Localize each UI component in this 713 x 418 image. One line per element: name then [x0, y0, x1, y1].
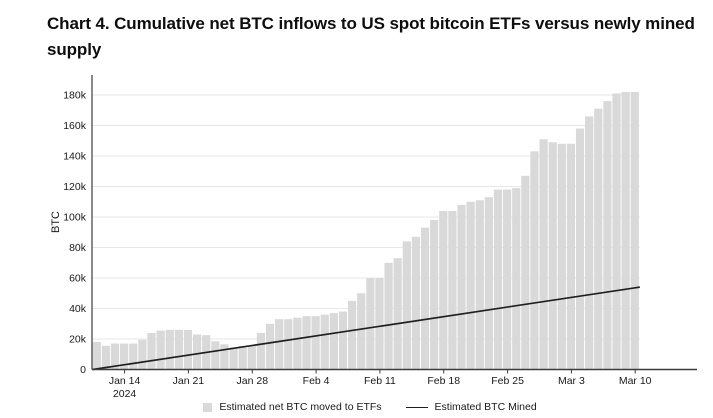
- y-tick-label-160k: 160k: [63, 120, 87, 132]
- y-tick-label-180k: 180k: [63, 90, 87, 102]
- y-tick-label-140k: 140k: [63, 151, 87, 163]
- x-tick-label-feb-25: Feb 25: [491, 375, 524, 387]
- bar-jan-24: [211, 341, 220, 370]
- bar-feb-18: [439, 210, 448, 370]
- bar-jan-18: [156, 330, 165, 370]
- y-tick-label-40k: 40k: [69, 303, 87, 315]
- bar-jan-13: [110, 343, 120, 370]
- bar-feb-17: [430, 220, 439, 370]
- bar-feb-16: [420, 227, 430, 370]
- bar-jan-11: [92, 342, 101, 370]
- bar-mar-1: [548, 142, 557, 370]
- x-tick-label-jan-21: Jan 21: [173, 375, 205, 387]
- bar-feb-23: [484, 197, 493, 370]
- bar-feb-28: [530, 151, 539, 370]
- bar-feb-26: [512, 188, 521, 370]
- bar-feb-10: [366, 278, 375, 370]
- bar-jan-22: [193, 334, 202, 370]
- x-tick-sublabel-2024: 2024: [113, 388, 137, 400]
- bar-feb-27: [521, 175, 530, 370]
- y-tick-label-60k: 60k: [69, 273, 87, 285]
- bar-feb-19: [448, 210, 457, 370]
- legend-label-etf-flows: Estimated net BTC moved to ETFs: [219, 401, 382, 413]
- bar-feb-3: [302, 316, 311, 370]
- x-tick-label-mar-10: Mar 10: [619, 375, 652, 387]
- bar-feb-5: [320, 314, 329, 370]
- bar-feb-2: [293, 317, 302, 370]
- bar-mar-8: [612, 93, 621, 370]
- bar-jan-16: [138, 339, 147, 370]
- bar-feb-14: [402, 241, 411, 370]
- x-tick-label-feb-4: Feb 4: [303, 375, 330, 387]
- bar-feb-25: [503, 189, 512, 370]
- bar-feb-11: [375, 278, 384, 370]
- y-tick-label-100k: 100k: [63, 212, 87, 224]
- y-tick-label-0: 0: [80, 364, 86, 376]
- bar-feb-1: [284, 319, 293, 370]
- chart-plot-area: 0 20k 40k 60k 80k 100k 120k 140k 160k 180k Jan 142…: [63, 75, 697, 400]
- bar-feb-7: [338, 311, 348, 370]
- bar-jan-31: [275, 319, 284, 370]
- bar-jan-28: [247, 345, 256, 370]
- x-tick-label-jan-14: Jan 14: [109, 375, 141, 387]
- bar-feb-20: [457, 204, 466, 370]
- mined-line-legend-swatch-icon: [405, 406, 428, 408]
- bar-jan-30: [265, 323, 275, 370]
- bar-mar-3: [566, 143, 576, 370]
- y-tick-label-120k: 120k: [63, 181, 87, 193]
- x-tick-label-feb-11: Feb 11: [364, 375, 396, 387]
- bar-feb-21: [466, 201, 475, 370]
- bar-feb-4: [311, 316, 320, 370]
- bar-jan-14: [120, 343, 129, 370]
- bar-feb-24: [493, 189, 503, 370]
- bar-feb-29: [539, 139, 548, 370]
- bar-jan-29: [256, 332, 266, 370]
- bar-mar-2: [557, 143, 566, 370]
- mined-supply-line: [92, 286, 640, 371]
- x-tick-label-mar-3: Mar 3: [558, 375, 585, 387]
- bar-feb-15: [411, 236, 421, 370]
- bar-mar-5: [585, 116, 594, 370]
- y-tick-label-20k: 20k: [69, 334, 87, 346]
- bar-feb-6: [329, 313, 338, 370]
- etf-bars-legend-swatch-icon: [203, 402, 213, 412]
- bar-jan-20: [174, 329, 183, 370]
- bar-jan-26: [229, 347, 238, 370]
- bar-mar-10: [630, 91, 639, 370]
- y-tick-label-80k: 80k: [69, 242, 87, 254]
- bar-mar-7: [603, 101, 612, 370]
- legend-label-btc-mined: Estimated BTC Mined: [434, 401, 537, 413]
- bar-mar-6: [594, 108, 603, 370]
- bar-jan-15: [129, 343, 138, 370]
- bar-feb-8: [348, 300, 357, 370]
- x-tick-label-jan-28: Jan 28: [237, 375, 269, 387]
- bar-feb-13: [393, 258, 402, 370]
- bar-jan-21: [183, 329, 193, 370]
- bar-jan-12: [101, 345, 111, 370]
- bar-feb-12: [384, 262, 393, 370]
- legend: Estimated net BTC moved to ETFs Estimate…: [40, 399, 700, 415]
- bar-feb-22: [475, 200, 484, 370]
- page-title: Chart 4. Cumulative net BTC inflows to U…: [47, 14, 695, 60]
- bar-jan-17: [147, 332, 156, 370]
- bar-jan-25: [220, 344, 229, 370]
- bar-mar-9: [621, 91, 630, 370]
- bar-jan-27: [238, 345, 247, 370]
- x-tick-label-feb-18: Feb 18: [427, 375, 460, 387]
- bar-feb-9: [357, 293, 366, 370]
- bar-jan-19: [165, 329, 174, 370]
- bar-mar-4: [575, 128, 585, 370]
